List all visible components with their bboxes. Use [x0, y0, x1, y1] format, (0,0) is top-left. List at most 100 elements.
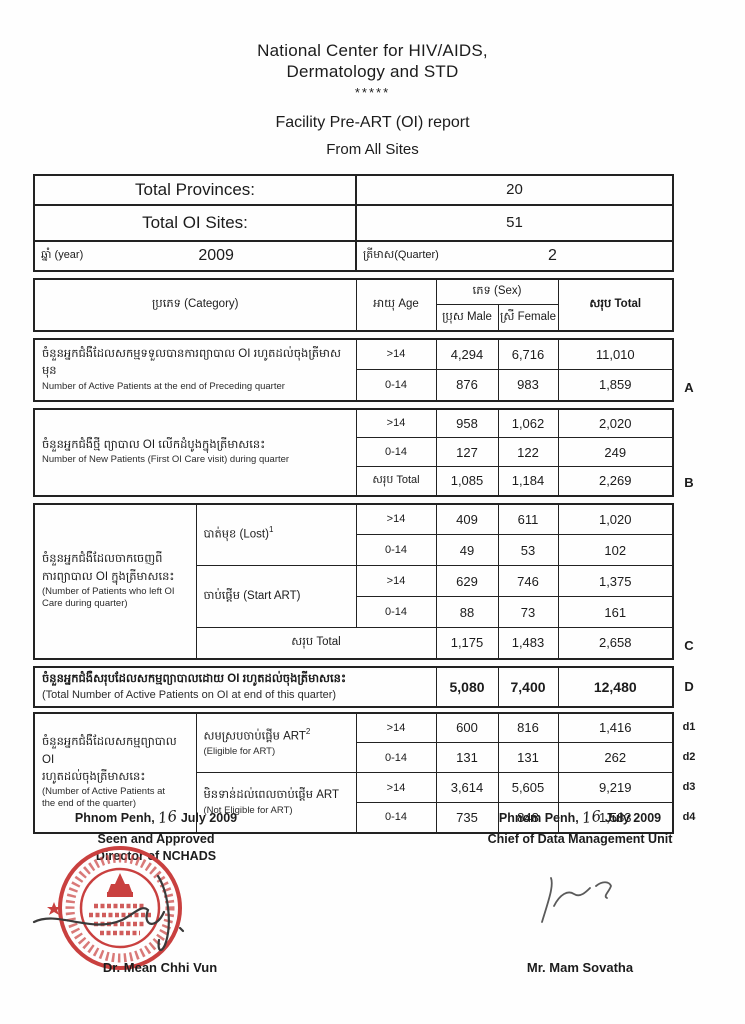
total-value: 262 — [557, 742, 674, 773]
date-label-right: July 2009 — [604, 811, 662, 825]
col-header-male: ប្រុស Male — [435, 304, 499, 331]
total-provinces-value: 20 — [355, 173, 674, 206]
female-value: 816 — [497, 712, 559, 743]
col-header-total: សរុប Total — [557, 278, 674, 331]
start-art-label: ចាប់ផ្ដើម (Start ART) — [203, 590, 301, 603]
eligible-footnote-ref: 2 — [305, 727, 311, 737]
section-e-khmer-line1: ចំនួនអ្នកជំងឺដែលសកម្មព្យាបាល OI — [42, 736, 177, 766]
female-value: 5,605 — [497, 772, 559, 803]
age-cell: 0-14 — [355, 534, 437, 566]
section-c-table: ចំនួនអ្នកជំងឺដែលចាកចេញពី ការព្យាបាល OI ក… — [33, 502, 674, 660]
place-label-left: Phnom Penh, — [74, 811, 155, 825]
male-value: 876 — [435, 369, 499, 401]
stamp-center-text-lines — [89, 903, 151, 936]
org-name-line1: National Center for HIV/AIDS, — [257, 41, 488, 60]
total-oi-sites-value: 51 — [355, 203, 674, 242]
age-cell: 0-14 — [355, 437, 437, 467]
not-eligible-art-english: (Not Eligible for ART) — [203, 804, 293, 816]
female-value: 73 — [497, 596, 559, 628]
male-value: 4,294 — [435, 338, 499, 370]
total-value: 1,859 — [557, 369, 674, 401]
male-value: 49 — [435, 534, 499, 566]
signer-name-right: Mr. Mam Sovatha — [526, 960, 634, 975]
row-marker-d1: d1 — [682, 720, 696, 733]
summary-table: Total Provinces: 20 Total OI Sites: 51 ឆ… — [33, 173, 674, 272]
row-marker-d3: d3 — [682, 780, 696, 793]
section-a: ចំនួនអ្នកជំងឺដែលសកម្មទទួលបានការព្យាបាល O… — [33, 337, 745, 402]
total-value: 1,583 — [557, 802, 674, 833]
seen-approved-label: Seen and Approved — [97, 832, 215, 846]
report-subtitle: From All Sites — [326, 140, 419, 158]
section-d-english: (Total Number of Active Patients on OI a… — [42, 688, 337, 701]
age-cell: >14 — [355, 338, 437, 370]
stamp-temple-emblem — [107, 873, 133, 897]
section-d-detail-table: ចំនួនអ្នកជំងឺដែលសកម្មព្យាបាល OI រហូតដល់ច… — [33, 711, 674, 834]
female-value: 53 — [497, 534, 559, 566]
section-c-khmer-line1: ចំនួនអ្នកជំងឺដែលចាកចេញពី — [42, 553, 163, 566]
section-d-table: ចំនួនអ្នកជំងឺសរុបដែលសកម្មព្យាបាលដោយ OI រ… — [33, 665, 675, 708]
org-name-line2: Dermatology and STD — [286, 62, 459, 82]
female-value: 7,400 — [497, 666, 559, 707]
total-value: 1,375 — [557, 565, 674, 597]
section-a-english: Number of Active Patients at the end of … — [42, 380, 285, 392]
lost-footnote-ref: 1 — [268, 525, 274, 535]
signature-footer: Phnom Penh, 16 July 2009 Seen and Approv… — [0, 802, 745, 1024]
section-c-khmer-line2: ការព្យាបាល OI ក្នុងត្រីមាសនេះ — [42, 570, 175, 583]
section-d-detail: ចំនួនអ្នកជំងឺដែលសកម្មព្យាបាល OI រហូតដល់ច… — [33, 711, 745, 834]
signer-name-left: Dr. Mean Chhi Vun — [102, 960, 218, 975]
male-value: 958 — [435, 408, 499, 438]
section-c-english-line2: Care during quarter) — [42, 598, 128, 610]
row-marker-d4: d4 — [682, 810, 696, 823]
total-value: 102 — [557, 534, 674, 566]
section-a-table: ចំនួនអ្នកជំងឺដែលសកម្មទទួលបានការព្យាបាល O… — [33, 337, 674, 402]
report-title: Facility Pre-ART (OI) report — [275, 113, 470, 131]
total-value: 2,658 — [557, 627, 674, 659]
section-marker-c: C — [684, 637, 694, 653]
female-value: 1,184 — [497, 466, 559, 496]
male-value: 629 — [435, 565, 499, 597]
handwritten-date-left: 16 — [157, 806, 179, 828]
male-value: 5,080 — [435, 666, 499, 707]
section-c-total-label: សរុប Total — [195, 627, 437, 659]
main-table-header: ប្រភេទ (Category) អាយុ Age ភេទ (Sex) សរុ… — [33, 277, 675, 332]
row-marker-d2: d2 — [682, 750, 696, 763]
female-value: 6,716 — [497, 338, 559, 370]
divider-stars: ***** — [354, 84, 391, 100]
age-cell: >14 — [355, 408, 437, 438]
summary-table-wrap: Total Provinces: 20 Total OI Sites: 51 ឆ… — [33, 173, 745, 272]
section-b-khmer: ចំនួនអ្នកជំងឺថ្មី ព្យាបាល OI លើកដំបូងក្ន… — [42, 439, 266, 452]
section-e-english-line2: the end of the quarter) — [42, 798, 137, 810]
main-header-wrap: ប្រភេទ (Category) អាយុ Age ភេទ (Sex) សរុ… — [33, 277, 745, 332]
eligible-art-label: សមស្របចាប់ផ្ដើម ART — [203, 730, 306, 743]
age-cell: >14 — [355, 712, 437, 743]
female-value: 1,483 — [497, 627, 559, 659]
section-e-khmer-line2: រហូតដល់ចុងត្រីមាសនេះ — [42, 770, 146, 783]
subtotal-label: សរុប Total — [355, 466, 437, 496]
section-b: ចំនួនអ្នកជំងឺថ្មី ព្យាបាល OI លើកដំបូងក្ន… — [33, 407, 745, 497]
total-value: 12,480 — [557, 666, 674, 707]
female-value: 1,062 — [497, 408, 559, 438]
section-b-table: ចំនួនអ្នកជំងឺថ្មី ព្យាបាល OI លើកដំបូងក្ន… — [33, 407, 674, 497]
total-value: 2,269 — [557, 466, 674, 496]
total-value: 11,010 — [557, 338, 674, 370]
not-eligible-art-label: មិនទាន់ដល់ពេលចាប់ផ្ដើម ART — [203, 789, 339, 802]
section-d-detail-markers: d1 d2 d3 d4 — [674, 712, 704, 834]
male-value: 3,614 — [435, 772, 499, 803]
female-value: 611 — [497, 503, 559, 535]
col-header-category: ប្រភេទ (Category) — [33, 278, 357, 331]
year-label: ឆ្នាំ (year) — [41, 248, 84, 261]
stamp-star — [47, 902, 61, 915]
col-header-sex: ភេទ (Sex) — [435, 278, 559, 305]
age-cell: 0-14 — [355, 369, 437, 401]
female-value: 746 — [497, 565, 559, 597]
col-header-age: អាយុ Age — [355, 278, 437, 331]
male-value: 1,175 — [435, 627, 499, 659]
place-label-right: Phnom Penh, — [498, 811, 579, 825]
age-cell: 0-14 — [355, 742, 437, 773]
quarter-value: 2 — [547, 246, 557, 264]
section-c-english-line1: (Number of Patients who left OI — [42, 585, 175, 597]
section-d-khmer: ចំនួនអ្នកជំងឺសរុបដែលសកម្មព្យាបាលដោយ OI រ… — [42, 672, 347, 685]
signature-right-scribble — [541, 877, 612, 923]
section-d: ចំនួនអ្នកជំងឺសរុបដែលសកម្មព្យាបាលដោយ OI រ… — [33, 665, 745, 708]
chief-data-mgmt-label: Chief of Data Management Unit — [487, 832, 673, 846]
